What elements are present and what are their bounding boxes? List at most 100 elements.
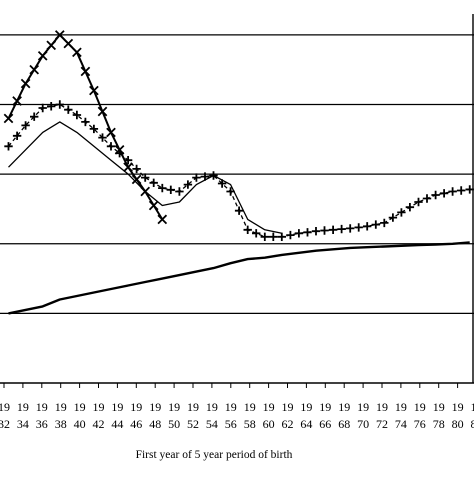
x-tick-label-bottom-20: 72 bbox=[376, 417, 388, 431]
series-3-marker-10 bbox=[90, 86, 98, 94]
x-tick-label-top-17: 19 bbox=[319, 400, 331, 414]
x-tick-label-bottom-24: 80 bbox=[452, 417, 464, 431]
x-tick-label-top-22: 19 bbox=[414, 400, 426, 414]
series-3-marker-18 bbox=[158, 215, 166, 223]
series-2-marker-31 bbox=[269, 233, 277, 241]
series-3-marker-17 bbox=[150, 201, 158, 209]
series-3-marker-9 bbox=[81, 67, 89, 75]
x-tick-label-top-24: 19 bbox=[452, 400, 464, 414]
series-3-marker-11 bbox=[98, 107, 106, 115]
series-2-marker-17 bbox=[150, 179, 158, 187]
x-tick-label-bottom-10: 52 bbox=[187, 417, 199, 431]
series-2-marker-19 bbox=[167, 186, 175, 194]
x-tick-label-bottom-13: 58 bbox=[244, 417, 256, 431]
series-2-marker-47 bbox=[406, 203, 414, 211]
x-tick-label-bottom-12: 56 bbox=[225, 417, 237, 431]
x-tick-label-bottom-11: 54 bbox=[206, 417, 218, 431]
x-tick-label-top-21: 19 bbox=[395, 400, 407, 414]
x-tick-label-top-16: 19 bbox=[300, 400, 312, 414]
series-2-marker-32 bbox=[278, 233, 286, 241]
x-tick-label-bottom-16: 64 bbox=[300, 417, 312, 431]
series-2-marker-15 bbox=[132, 165, 140, 173]
series-2-marker-44 bbox=[380, 219, 388, 227]
series-2-marker-28 bbox=[244, 226, 252, 234]
series-2-marker-9 bbox=[81, 118, 89, 126]
x-tick-label-top-2: 19 bbox=[36, 400, 48, 414]
x-tick-label-bottom-22: 76 bbox=[414, 417, 426, 431]
series-2-marker-5 bbox=[47, 102, 55, 111]
series-2-marker-40 bbox=[346, 224, 354, 232]
x-tick-label-bottom-5: 42 bbox=[93, 417, 105, 431]
series-3-marker-0 bbox=[4, 114, 12, 122]
x-tick-label-bottom-7: 46 bbox=[130, 417, 142, 431]
series-3-marker-4 bbox=[39, 52, 47, 60]
series-2-marker-34 bbox=[295, 229, 303, 237]
markers-group bbox=[4, 31, 474, 241]
x-tick-label-bottom-19: 70 bbox=[357, 417, 369, 431]
series-2-marker-41 bbox=[355, 223, 363, 231]
x-tick-label-bottom-25: 82 bbox=[471, 417, 474, 431]
series-2-marker-45 bbox=[389, 213, 397, 221]
x-tick-label-top-3: 19 bbox=[55, 400, 67, 414]
x-tick-label-bottom-1: 34 bbox=[17, 417, 29, 431]
x-tick-label-bottom-3: 38 bbox=[55, 417, 67, 431]
x-tick-label-top-9: 19 bbox=[168, 400, 180, 414]
series-2-marker-53 bbox=[457, 186, 465, 194]
x-tick-label-top-8: 19 bbox=[149, 400, 161, 414]
series-3-marker-12 bbox=[107, 128, 115, 136]
series-2-marker-12 bbox=[107, 142, 115, 150]
x-tick-label-bottom-14: 60 bbox=[263, 417, 275, 431]
series-3-marker-8 bbox=[73, 48, 81, 56]
x-tick-label-bottom-8: 48 bbox=[149, 417, 161, 431]
x-tick-label-bottom-2: 36 bbox=[36, 417, 48, 431]
x-tick-label-bottom-18: 68 bbox=[338, 417, 350, 431]
x-tick-label-top-20: 19 bbox=[376, 400, 388, 414]
x-tick-label-top-25: 19 bbox=[471, 400, 474, 414]
series-2-marker-46 bbox=[397, 208, 405, 216]
series-2-marker-33 bbox=[286, 231, 294, 239]
x-tick-label-bottom-4: 40 bbox=[74, 417, 86, 431]
series-2-marker-49 bbox=[423, 194, 431, 202]
series-2-marker-38 bbox=[329, 226, 337, 234]
x-tick-label-bottom-23: 78 bbox=[433, 417, 445, 431]
series-2-marker-35 bbox=[303, 228, 311, 236]
series-2-marker-51 bbox=[440, 189, 448, 197]
x-tick-label-top-13: 19 bbox=[244, 400, 256, 414]
x-tick-label-bottom-9: 50 bbox=[168, 417, 180, 431]
series-2-marker-0 bbox=[4, 142, 12, 150]
series-2-marker-36 bbox=[312, 227, 320, 235]
x-tick-label-top-15: 19 bbox=[282, 400, 294, 414]
x-tick-label-top-12: 19 bbox=[225, 400, 237, 414]
x-tick-label-top-7: 19 bbox=[130, 400, 142, 414]
series-3-marker-5 bbox=[47, 41, 55, 49]
series-2-marker-29 bbox=[252, 229, 260, 237]
x-tick-label-top-10: 19 bbox=[187, 400, 199, 414]
series-2-marker-20 bbox=[175, 187, 183, 195]
x-tick-label-bottom-15: 62 bbox=[282, 417, 294, 431]
series-3-marker-7 bbox=[64, 39, 72, 47]
x-tick-label-top-1: 19 bbox=[17, 400, 29, 414]
x-tick-label-top-5: 19 bbox=[93, 400, 105, 414]
series-line-3 bbox=[9, 35, 163, 220]
series-2-marker-30 bbox=[261, 233, 269, 241]
series-3-marker-16 bbox=[141, 187, 149, 195]
x-tick-labels: 1932193419361938194019421944194619481950… bbox=[0, 383, 474, 431]
x-tick-label-top-23: 19 bbox=[433, 400, 445, 414]
x-tick-label-bottom-21: 74 bbox=[395, 417, 407, 431]
series-2-marker-42 bbox=[363, 222, 371, 230]
x-tick-label-top-0: 19 bbox=[0, 400, 10, 414]
x-tick-label-bottom-6: 44 bbox=[111, 417, 123, 431]
series-2-marker-43 bbox=[372, 220, 380, 228]
x-tick-label-top-6: 19 bbox=[111, 400, 123, 414]
series-line-2 bbox=[9, 105, 470, 237]
x-tick-label-bottom-17: 66 bbox=[319, 417, 331, 431]
series-2-marker-48 bbox=[414, 198, 422, 206]
series-2-marker-50 bbox=[431, 191, 439, 199]
x-tick-label-top-11: 19 bbox=[206, 400, 218, 414]
series-2-marker-18 bbox=[158, 184, 166, 192]
series-2-marker-52 bbox=[448, 187, 456, 195]
series-2-marker-7 bbox=[64, 106, 72, 114]
series-line-0 bbox=[9, 242, 470, 313]
series-3-marker-2 bbox=[21, 79, 29, 87]
